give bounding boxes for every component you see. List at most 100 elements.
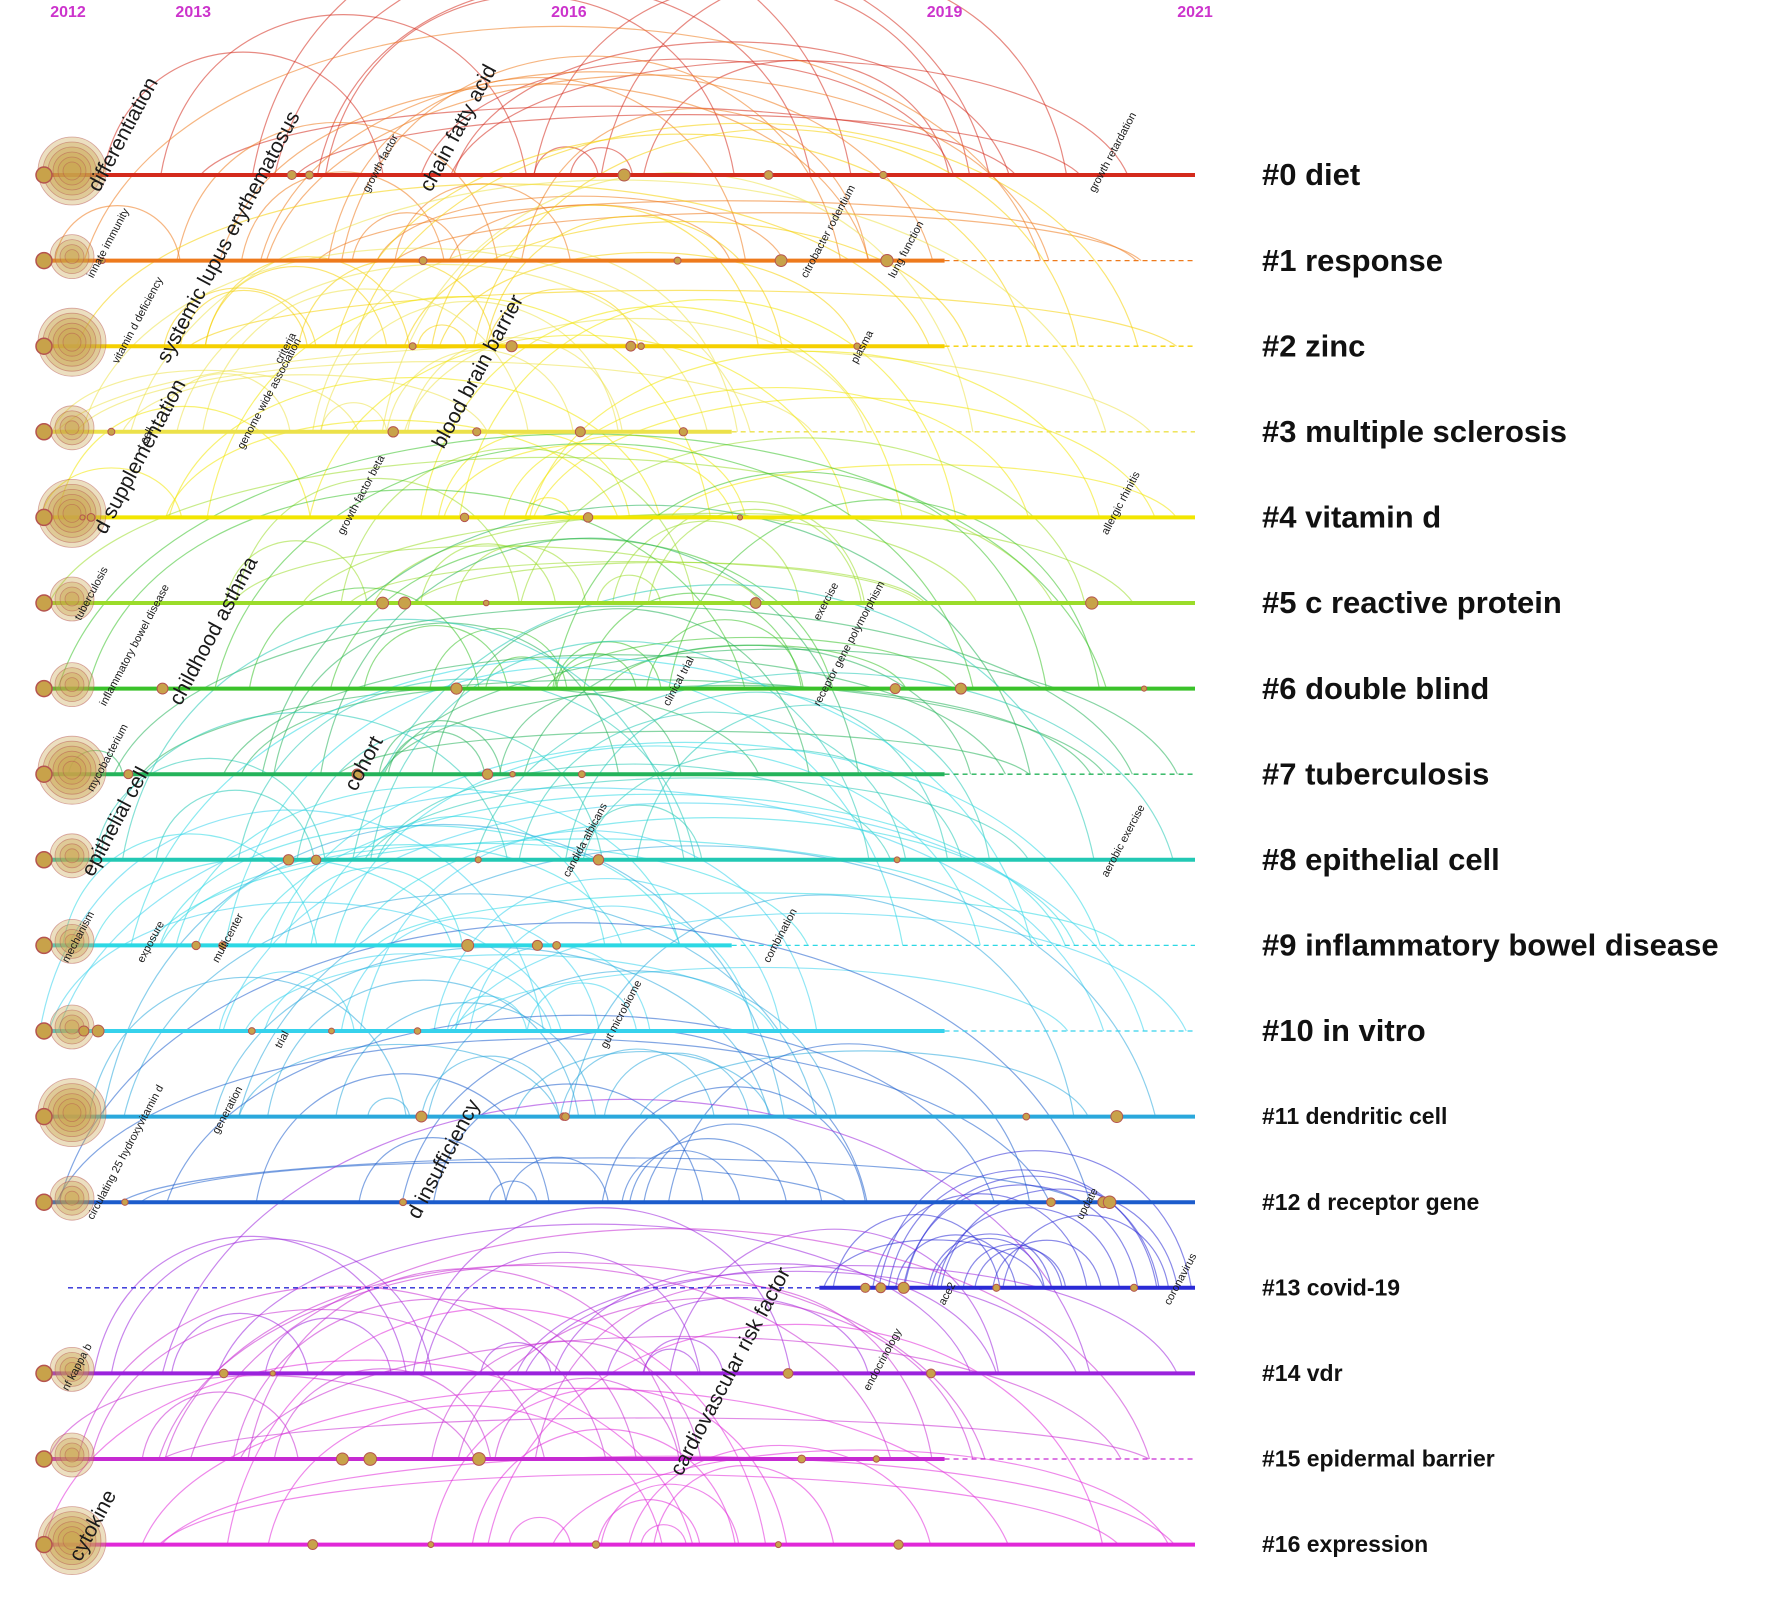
citation-arc (480, 1341, 552, 1374)
citation-arc (936, 1207, 1121, 1288)
citation-arc (596, 574, 662, 604)
citation-arc (224, 666, 904, 946)
citation-arc (160, 14, 527, 176)
citation-arc (101, 824, 785, 1117)
keyword-node (59, 929, 85, 954)
citation-arc (474, 672, 1174, 860)
citation-arc (413, 561, 926, 604)
keyword-node (398, 596, 412, 610)
citation-arc (320, 300, 619, 432)
cluster-label: #9 inflammatory bowel disease (1262, 928, 1719, 963)
keyword-node (408, 342, 417, 351)
citation-arc (394, 212, 1142, 262)
keyword-node (35, 1535, 53, 1554)
keyword-node (531, 939, 543, 951)
citation-arc (340, 917, 600, 1032)
keyword-node (310, 854, 322, 866)
citation-arc (553, 641, 662, 689)
keyword-node (413, 1027, 422, 1035)
citation-arc (524, 1265, 1178, 1374)
keyword-nodes (35, 136, 1148, 1575)
citation-arc (639, 1050, 1089, 1117)
citation-arc (423, 1251, 701, 1374)
citation-arc (55, 343, 1152, 433)
cluster-label: #8 epithelial cell (1262, 842, 1500, 877)
citation-arc (320, 537, 860, 775)
keyword-node (35, 337, 53, 355)
keyword-node (399, 1198, 407, 1207)
year-label-2012: 2012 (50, 4, 86, 21)
citation-arc (453, 912, 1187, 1032)
keyword-node (62, 504, 82, 523)
citation-arc (520, 437, 1086, 604)
keyword-label: allergic rhinitis (1099, 469, 1143, 537)
citation-arc (514, 1050, 772, 1117)
citation-arc (376, 763, 892, 861)
citation-arc (295, 113, 1081, 176)
keyword-node (35, 1450, 53, 1468)
citation-arc (51, 369, 359, 433)
citation-arc (175, 786, 681, 946)
keyword-node (591, 1540, 601, 1549)
keyword-node (35, 851, 53, 869)
keyword-node (387, 426, 399, 438)
keyword-node (35, 594, 53, 612)
citation-arc (327, 77, 747, 261)
keyword-label: differentiation (83, 74, 162, 196)
keyword-node (62, 332, 82, 352)
keyword-node (617, 168, 631, 182)
keyword-node (459, 512, 470, 523)
citation-arc (76, 183, 931, 347)
keyword-node (59, 1357, 85, 1382)
citation-arc (274, 0, 990, 176)
citation-arc (487, 1323, 1104, 1545)
keyword-label: d supplementation (90, 375, 191, 537)
citation-arc (311, 244, 739, 432)
keyword-node (1085, 596, 1099, 610)
citation-arc (273, 622, 620, 775)
citation-arc (628, 1445, 932, 1545)
keyword-node (64, 1190, 80, 1206)
citation-arc (179, 289, 308, 347)
keyword-label: genome wide association (235, 337, 304, 452)
citation-arc (494, 1377, 680, 1460)
citation-arc (533, 0, 971, 176)
keyword-node (64, 1447, 80, 1463)
citation-arc (238, 845, 1157, 1117)
keyword-node (351, 768, 363, 780)
citation-arc (420, 305, 903, 518)
citation-arc (516, 1270, 1078, 1374)
keyword-node (59, 1185, 85, 1211)
keyword-node (57, 1526, 87, 1555)
citation-arc (878, 1150, 1192, 1288)
citation-arc (378, 720, 502, 775)
year-label-2021: 2021 (1177, 4, 1213, 21)
citation-arc (555, 653, 637, 689)
citation-arc (92, 857, 453, 946)
citation-arc (202, 288, 529, 432)
keyword-node (57, 327, 87, 357)
citation-arc (643, 1123, 823, 1203)
citation-arc (468, 905, 755, 1032)
citation-arc (196, 844, 623, 946)
keyword-node (59, 1442, 85, 1468)
keyword-node (328, 1027, 335, 1035)
keyword-node (59, 244, 85, 270)
keyword-node (86, 513, 96, 522)
cluster-label: #14 vdr (1262, 1360, 1343, 1386)
citation-arc (375, 892, 1123, 946)
citation-arc (163, 287, 317, 347)
citation-arc (349, 561, 923, 604)
cluster-label: #15 epidermal barrier (1262, 1446, 1495, 1472)
keyword-node (35, 936, 53, 955)
keyword-node (763, 170, 774, 180)
citation-arc (653, 1465, 835, 1545)
citation-arc (670, 464, 1177, 518)
citation-arc (334, 133, 1029, 347)
citation-arc (165, 419, 619, 518)
citation-arc (383, 648, 1178, 775)
keyword-node (59, 586, 85, 612)
citation-arc (420, 543, 557, 604)
citation-arc (246, 793, 1066, 946)
keyword-node (860, 1282, 871, 1293)
